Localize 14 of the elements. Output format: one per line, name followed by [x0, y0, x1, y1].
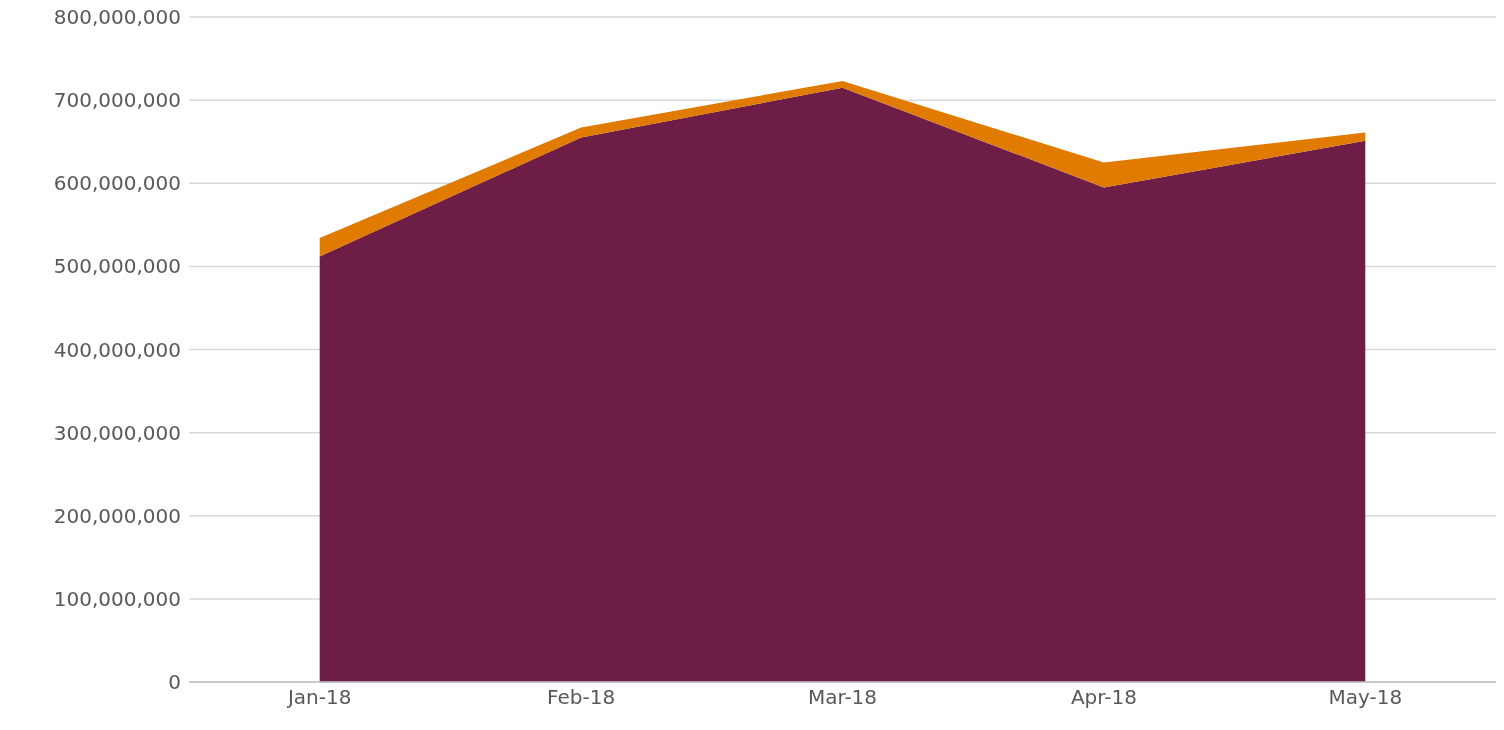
y-tick-label: 0 [168, 670, 181, 695]
y-tick-label: 100,000,000 [53, 586, 181, 611]
y-tick-label: 500,000,000 [53, 254, 181, 279]
x-tick-label: Apr-18 [1070, 685, 1137, 710]
y-tick-label: 700,000,000 [53, 88, 181, 113]
y-tick-label: 600,000,000 [53, 171, 181, 196]
y-tick-label: 400,000,000 [53, 337, 181, 362]
y-tick-label: 300,000,000 [53, 420, 181, 445]
y-tick-label: 200,000,000 [53, 503, 181, 528]
x-tick-label: May-18 [1328, 685, 1403, 710]
x-tick-label: Mar-18 [807, 685, 878, 710]
y-tick-label: 800,000,000 [53, 5, 181, 30]
x-tick-label: Feb-18 [547, 685, 616, 710]
x-tick-label: Jan-18 [285, 685, 352, 710]
